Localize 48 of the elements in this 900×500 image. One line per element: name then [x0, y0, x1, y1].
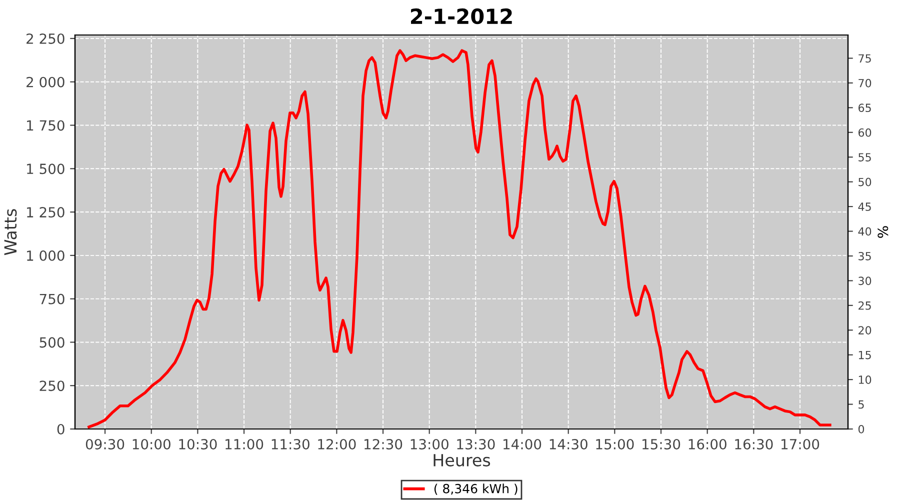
y-tick-label: 0 — [57, 424, 64, 434]
y2-tick-label: 10 — [858, 376, 872, 384]
y2-axis-title: % — [878, 226, 888, 238]
y2-tick-label: 5 — [858, 400, 864, 409]
y2-tick-label: 70 — [858, 78, 872, 88]
y-tick-label: 1 250 — [27, 207, 64, 218]
x-tick-label: 13:30 — [457, 438, 495, 450]
x-tick-label: 14:00 — [504, 438, 542, 450]
y2-tick-label: 55 — [858, 153, 871, 162]
y-tick-label: 2 000 — [26, 76, 64, 88]
x-tick-label: 10:30 — [179, 438, 217, 450]
y2-tick-label: 0 — [858, 424, 864, 434]
x-tick-label: 09:30 — [86, 438, 124, 450]
y2-tick-label: 30 — [858, 276, 872, 286]
x-tick-label: 11:30 — [272, 438, 310, 450]
y2-tick-label: 15 — [858, 350, 871, 360]
x-tick-label: 17:00 — [782, 438, 820, 450]
y-tick-label: 2 250 — [26, 33, 64, 44]
x-tick-label: 13:00 — [410, 438, 448, 450]
y-axis-title: Watts — [4, 209, 17, 256]
x-tick-label: 11:00 — [226, 438, 264, 450]
y2-tick-label: 45 — [858, 202, 871, 211]
chart-title: 2-1-2012 — [411, 8, 512, 24]
x-tick-label: 10:00 — [132, 438, 170, 450]
y2-tick-label: 25 — [858, 301, 871, 310]
y-tick-label: 1 750 — [27, 120, 64, 131]
x-tick-label: 16:30 — [735, 438, 773, 450]
y-tick-label: 1 500 — [27, 164, 64, 174]
y2-tick-label: 50 — [858, 178, 872, 186]
y-tick-label: 500 — [40, 337, 64, 348]
x-tick-label: 12:00 — [318, 438, 356, 450]
x-tick-label: 12:30 — [364, 438, 402, 450]
line-series — [88, 49, 832, 428]
y2-tick-label: 75 — [858, 54, 871, 63]
x-tick-label: 16:00 — [688, 438, 726, 450]
y2-tick-label: 60 — [858, 128, 872, 137]
y-tick-label: 250 — [40, 380, 64, 392]
y2-tick-label: 35 — [858, 252, 871, 260]
x-axis-title: Heures — [434, 454, 490, 466]
x-tick-label: 15:00 — [596, 438, 634, 450]
legend-label: ( 8,346 kWh ) — [434, 484, 518, 495]
y2-tick-label: 40 — [858, 227, 872, 236]
y-tick-label: 1 000 — [27, 250, 64, 261]
x-tick-label: 14:30 — [550, 438, 588, 450]
y-tick-label: 750 — [40, 294, 64, 304]
x-tick-label: 15:30 — [642, 438, 680, 450]
y2-tick-label: 20 — [858, 326, 872, 335]
y2-tick-label: 65 — [858, 104, 871, 112]
